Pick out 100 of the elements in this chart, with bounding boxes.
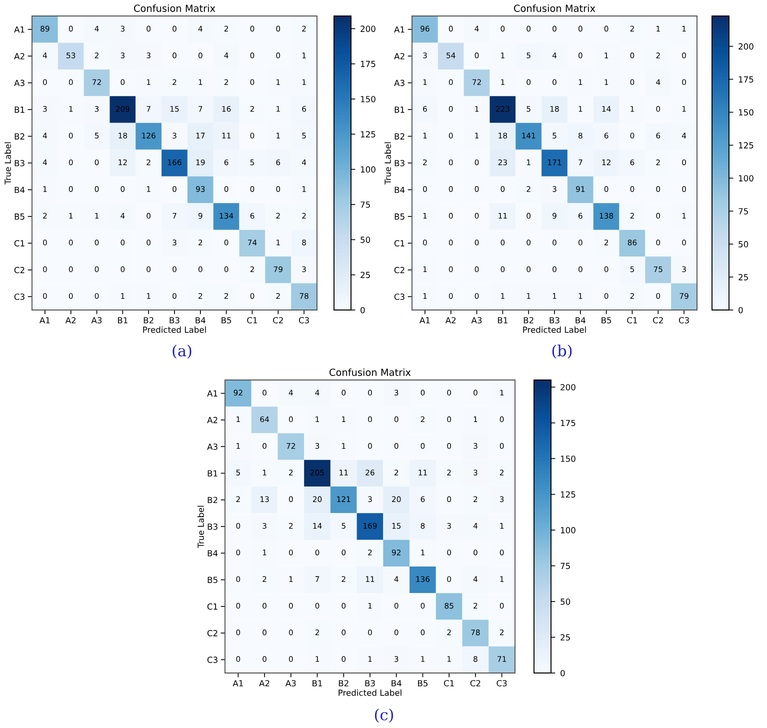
y-tick-label: B5 — [394, 214, 404, 220]
y-tick-label: B4 — [394, 186, 405, 193]
y-tick-label: B1 — [208, 470, 218, 476]
text: (a) — [172, 344, 192, 359]
y-tick-label: B1 — [394, 106, 404, 113]
color-bar-label: 0 — [560, 670, 565, 676]
y-tick-label: B2 — [14, 133, 24, 140]
color-bar-label: 75 — [360, 202, 370, 208]
x-tick-label: A3 — [471, 317, 482, 324]
color-bar-label: 175 — [738, 76, 754, 83]
x-tick-label: A1 — [232, 680, 243, 686]
x-axis-title: Predicted Label — [523, 326, 586, 333]
y-tick-label: C3 — [14, 294, 24, 300]
x-tick-label: B5 — [418, 680, 428, 686]
x-tick-label: C2 — [653, 317, 663, 324]
x-tick-label: A3 — [285, 680, 296, 686]
x-tick-label: C1 — [627, 317, 638, 324]
x-tick-label: B1 — [118, 317, 128, 324]
y-tick-label: B2 — [208, 496, 218, 504]
y-tick-label: A1 — [394, 26, 404, 33]
color-bar-label: 175 — [560, 420, 576, 426]
y-tick-label: C3 — [394, 294, 404, 300]
x-tick-label: B5 — [602, 317, 612, 324]
y-tick-label: A3 — [207, 444, 218, 450]
x-tick-label: C3 — [298, 317, 309, 324]
y-tick-label: C3 — [207, 656, 218, 663]
x-tick-label: A2 — [445, 317, 456, 324]
y-tick-label: C2 — [207, 630, 218, 636]
y-tick-label: C1 — [207, 603, 218, 610]
color-bar-label: 150 — [560, 456, 576, 462]
y-axis-title: True Label — [197, 506, 204, 548]
x-tick-label: B5 — [222, 317, 232, 324]
color-bar-label: 0 — [360, 306, 365, 314]
x-axis-title: Predicted Label — [143, 326, 206, 333]
x-tick-label: A1 — [40, 317, 50, 324]
x-tick-label: B1 — [498, 317, 508, 324]
y-tick-label: A1 — [207, 390, 218, 396]
x-tick-label: A2 — [259, 680, 270, 686]
y-tick-label: A3 — [14, 80, 24, 86]
color-bar-label: 150 — [360, 96, 376, 102]
y-axis-title: True Label — [384, 142, 391, 184]
x-tick-label: B4 — [576, 317, 586, 324]
y-tick-label: A2 — [14, 53, 24, 60]
color-bar-label: 75 — [738, 208, 748, 214]
y-tick-label: B5 — [208, 576, 218, 584]
x-tick-label: A2 — [65, 317, 76, 324]
y-tick-label: C1 — [394, 240, 404, 246]
x-tick-label: B4 — [196, 317, 206, 324]
color-bar-label: 200 — [360, 26, 376, 32]
x-tick-label: C3 — [678, 317, 689, 324]
x-tick-label: B1 — [312, 680, 322, 686]
y-tick-label: A2 — [207, 416, 218, 424]
color-bar-label: 100 — [560, 527, 576, 534]
x-axis-title: Predicted Label — [338, 689, 402, 696]
color-bar-label: 100 — [360, 166, 376, 173]
color-bar-label: 50 — [560, 598, 570, 605]
color-bar-label: 125 — [738, 142, 754, 148]
y-tick-label: B4 — [14, 186, 25, 193]
color-bar-label: 125 — [560, 491, 576, 498]
text: (c) — [374, 708, 394, 723]
y-axis-title: True Label — [4, 142, 11, 184]
x-tick-label: B3 — [170, 317, 180, 324]
x-tick-label: A1 — [420, 317, 430, 324]
y-tick-label: B5 — [14, 214, 24, 220]
x-tick-label: C3 — [496, 680, 507, 686]
color-bar-label: 50 — [360, 236, 370, 243]
x-tick-label: B3 — [550, 317, 560, 324]
y-tick-label: B3 — [208, 523, 218, 530]
color-bar-label: 200 — [560, 384, 576, 390]
color-bar-label: 25 — [560, 634, 570, 641]
y-tick-label: B4 — [208, 550, 218, 556]
y-tick-label: A2 — [394, 53, 404, 60]
y-tick-label: B3 — [394, 160, 404, 166]
y-tick-label: C2 — [14, 266, 24, 274]
chart-title: Confusion Matrix — [330, 368, 411, 376]
x-tick-label: C2 — [470, 680, 480, 686]
color-bar-label: 200 — [738, 43, 754, 50]
color-bar-label: 0 — [738, 306, 743, 314]
y-tick-label: B2 — [394, 133, 404, 140]
chart-title: Confusion Matrix — [134, 4, 216, 12]
color-bar-label: 25 — [360, 272, 370, 278]
color-bar-label: 75 — [560, 562, 570, 570]
x-tick-label: B3 — [365, 680, 375, 686]
x-tick-label: C1 — [444, 680, 454, 686]
y-tick-label: C2 — [394, 266, 404, 274]
color-bar-label: 150 — [738, 109, 754, 116]
x-tick-label: C2 — [273, 317, 283, 324]
color-bar-label: 125 — [360, 131, 376, 138]
color-bar-label: 25 — [738, 274, 748, 280]
y-tick-label: A3 — [394, 80, 404, 86]
color-bar-label: 50 — [738, 241, 748, 248]
y-tick-label: A1 — [14, 26, 24, 33]
x-tick-label: B2 — [144, 317, 154, 324]
color-bar-label: 100 — [738, 175, 754, 182]
x-tick-label: B2 — [338, 680, 348, 686]
y-tick-label: B1 — [14, 106, 24, 113]
y-tick-label: C1 — [14, 240, 24, 246]
x-tick-label: B2 — [524, 317, 534, 324]
y-tick-label: B3 — [14, 160, 24, 166]
x-tick-label: C1 — [247, 317, 258, 324]
